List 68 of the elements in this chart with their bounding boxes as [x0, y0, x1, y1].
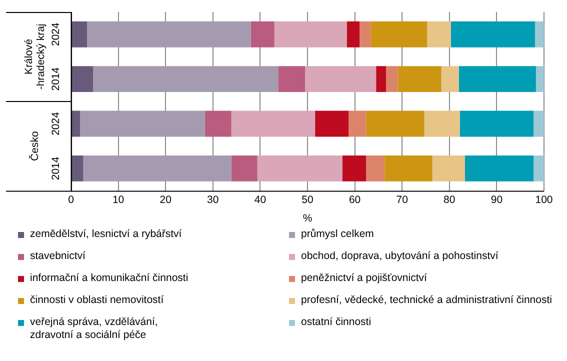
- bar: [342, 155, 366, 182]
- bar: [398, 66, 442, 92]
- legend-label: ostatní činnosti: [301, 316, 372, 329]
- bar: [536, 66, 544, 92]
- x-tick-label: 10: [112, 194, 124, 206]
- bar: [93, 66, 278, 92]
- x-axis-title: %: [302, 212, 312, 225]
- bar: [424, 110, 460, 137]
- bar: [72, 66, 94, 92]
- bar: [231, 155, 258, 182]
- bar: [315, 110, 349, 137]
- bar: [250, 21, 274, 48]
- bar: [432, 155, 466, 182]
- bar: [257, 155, 342, 182]
- y-tick-label: 2014: [50, 67, 62, 91]
- legend-label: zemědělství, lesnictví a rybářství: [30, 228, 182, 241]
- bar: [384, 155, 432, 182]
- bar: [427, 21, 451, 48]
- legend-label: stavebnictví: [30, 250, 86, 263]
- bar: [376, 66, 386, 92]
- x-tick-label: 0: [68, 194, 74, 206]
- x-tick-label: 30: [207, 194, 219, 206]
- bar: [450, 21, 536, 48]
- legend-label: informační a komunikační činnosti: [30, 272, 188, 285]
- bar: [83, 155, 232, 182]
- bar: [366, 110, 424, 137]
- legend-label: činnosti v oblasti nemovitostí: [30, 294, 164, 307]
- legend-label: profesní, vědecké, technické a administrativní činnosti: [301, 294, 552, 307]
- bar: [386, 66, 398, 92]
- bar: [72, 155, 84, 182]
- bar: [274, 21, 347, 48]
- x-tick-label: 50: [302, 194, 314, 206]
- x-tick-label: 100: [535, 194, 553, 206]
- bar: [80, 110, 205, 137]
- bar: [534, 110, 544, 137]
- bar: [72, 21, 88, 48]
- legend-label: peněžnictví a pojišťovnictví: [301, 272, 427, 285]
- bar: [231, 110, 316, 137]
- y-tick-label: 2024: [50, 112, 62, 136]
- bar: [72, 110, 80, 137]
- bar: [534, 155, 544, 182]
- bar: [346, 21, 360, 48]
- bar: [204, 110, 232, 137]
- legend-label: veřejná správa, vzdělávání, zdravotní a sociální péče: [30, 316, 158, 342]
- bar: [460, 110, 534, 137]
- y-tick-label: 2014: [50, 156, 62, 180]
- bar: [458, 66, 536, 92]
- bar: [360, 21, 371, 48]
- x-tick-label: 90: [490, 194, 503, 206]
- bar: [535, 21, 544, 48]
- x-tick-label: 40: [254, 194, 266, 206]
- bar: [370, 21, 428, 48]
- bar: [366, 155, 385, 182]
- text: Králové -hradecký kraj: [22, 24, 47, 90]
- text: Česko: [28, 131, 41, 161]
- x-tick-label: 70: [396, 194, 408, 206]
- bar: [465, 155, 534, 182]
- bar: [87, 21, 251, 48]
- bar: [441, 66, 459, 92]
- y-tick-label: 2024: [50, 22, 62, 46]
- bar: [348, 110, 366, 137]
- bar: [278, 66, 306, 92]
- x-tick-label: 60: [348, 194, 361, 206]
- x-tick-label: 20: [160, 194, 172, 206]
- x-tick-label: 80: [444, 194, 456, 206]
- legend-label: průmysl celkem: [301, 228, 374, 241]
- legend-label: obchod, doprava, ubytování a pohostinství: [301, 250, 498, 263]
- bar: [305, 66, 376, 92]
